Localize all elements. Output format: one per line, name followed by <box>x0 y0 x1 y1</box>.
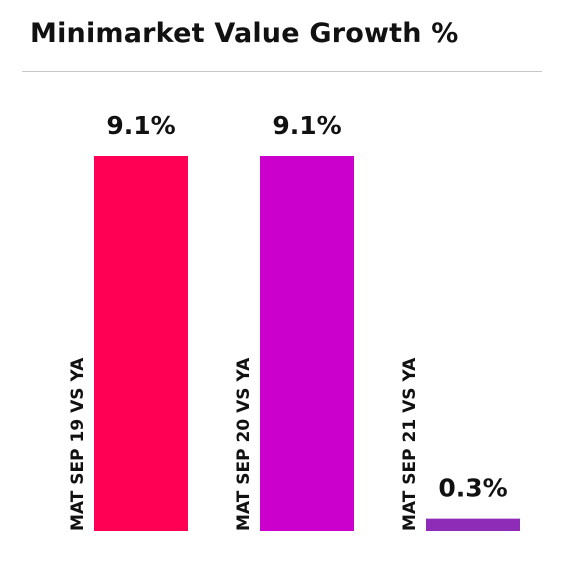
category-label-1: MAT SEP 19 VS YA <box>68 357 88 531</box>
value-labels-group: 9.1% 9.1% 0.3% <box>106 111 507 503</box>
bar-2 <box>260 156 354 531</box>
category-labels-group: MAT SEP 19 VS YA MAT SEP 20 VS YA MAT SEP … <box>68 357 420 531</box>
bars-group <box>94 156 520 531</box>
bar-1 <box>94 156 188 531</box>
value-label-1: 9.1% <box>106 111 175 140</box>
category-label-2: MAT SEP 20 VS YA <box>234 357 254 531</box>
value-label-3: 0.3% <box>438 474 507 503</box>
chart-title: Minimarket Value Growth % <box>30 18 459 49</box>
category-label-3: MAT SEP 21 VS YA <box>400 357 420 531</box>
bar-3 <box>426 518 520 531</box>
title-divider <box>22 71 542 72</box>
value-label-2: 9.1% <box>272 111 341 140</box>
